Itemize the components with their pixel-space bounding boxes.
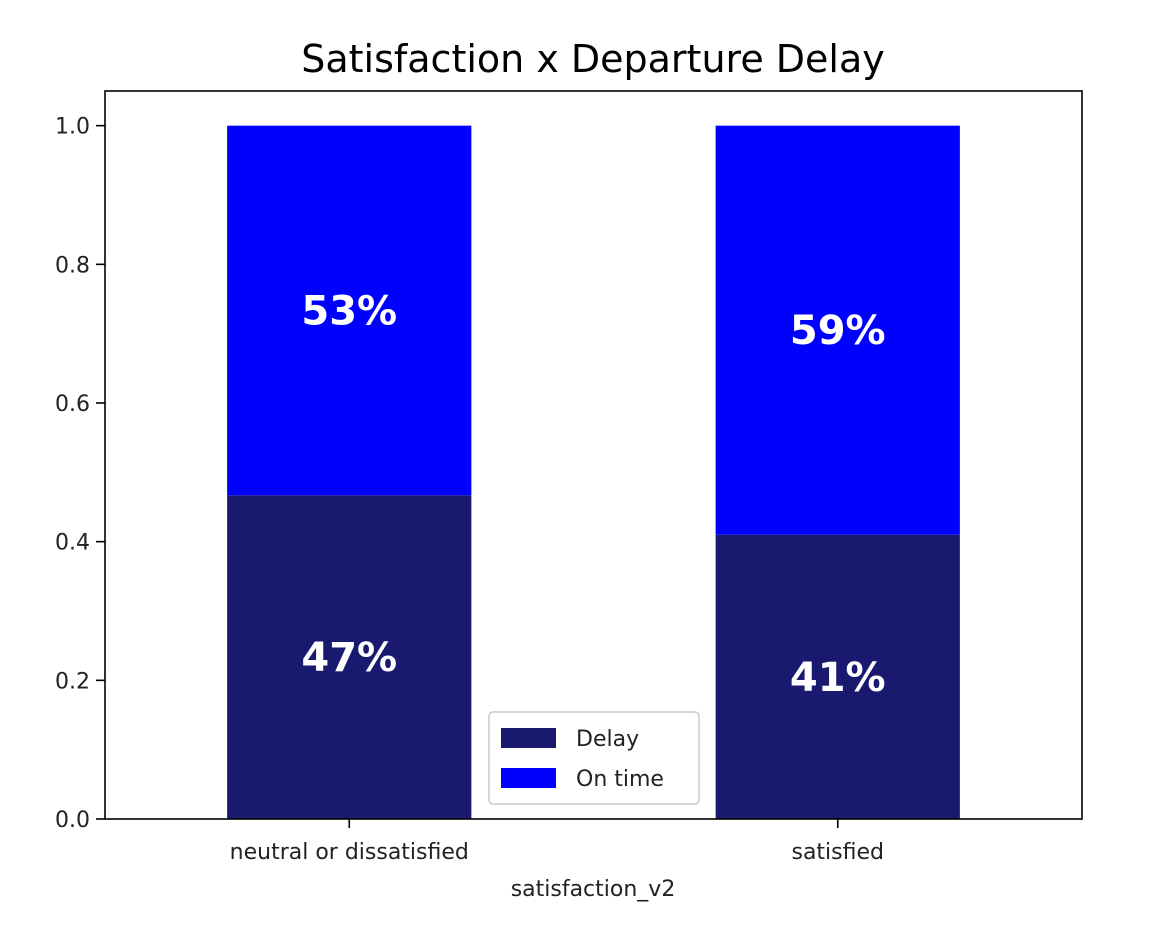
- data-label: 53%: [301, 288, 397, 334]
- y-tick-label: 0.8: [55, 253, 90, 278]
- x-tick-label: satisfied: [791, 840, 884, 865]
- legend-label: On time: [576, 767, 664, 792]
- x-axis: neutral or dissatisfied satisfied: [230, 819, 884, 865]
- y-tick-label: 0.6: [55, 392, 90, 417]
- x-axis-label: satisfaction_v2: [511, 877, 676, 902]
- y-axis: 0.0 0.2 0.4 0.6 0.8 1.0: [55, 115, 105, 833]
- data-label: 59%: [790, 308, 886, 354]
- plot-area: 47% 53% 41% 59%: [227, 125, 960, 819]
- bar-delay-1: [715, 534, 960, 819]
- plot-frame: [104, 90, 1083, 820]
- data-label: 41%: [790, 655, 886, 701]
- legend: Delay On time: [488, 711, 700, 805]
- legend-swatch-delay: [501, 728, 556, 748]
- y-tick-label: 0.0: [55, 808, 90, 833]
- bar-delay-0: [227, 495, 472, 819]
- y-tick-label: 0.4: [55, 531, 90, 556]
- legend-swatch-on-time: [501, 768, 556, 788]
- bar-on-time-1: [715, 125, 960, 535]
- data-label: 47%: [301, 635, 397, 681]
- legend-label: Delay: [576, 727, 639, 752]
- chart-title: Satisfaction x Departure Delay: [301, 37, 885, 81]
- y-tick-label: 1.0: [55, 115, 90, 140]
- x-tick-label: neutral or dissatisfied: [230, 840, 469, 865]
- bar-on-time-0: [227, 125, 472, 496]
- y-tick-label: 0.2: [55, 669, 90, 694]
